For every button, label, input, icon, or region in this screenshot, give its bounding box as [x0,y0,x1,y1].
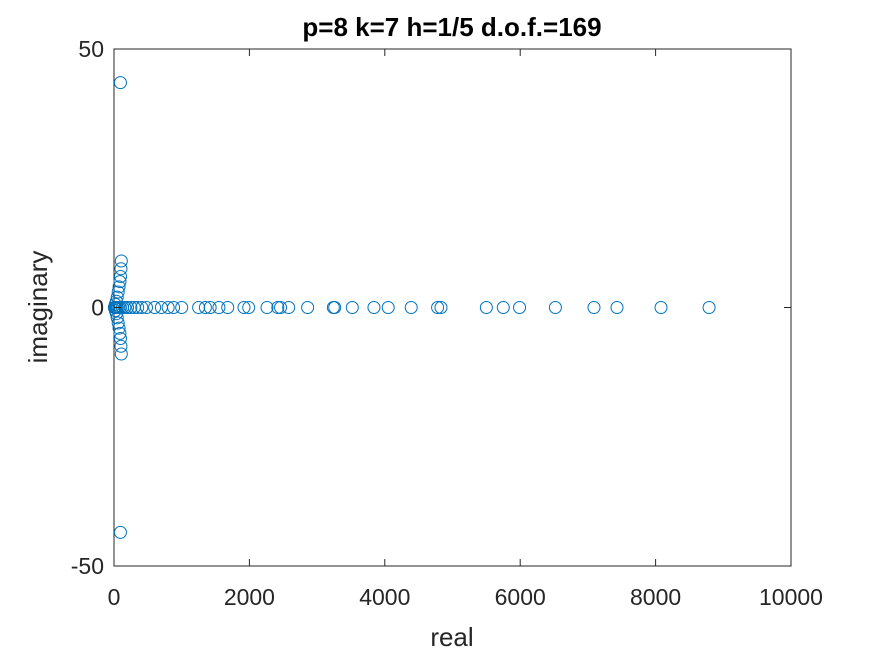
data-point [112,280,126,294]
data-point [110,311,124,325]
y-tick-label: 0 [91,295,104,321]
x-tick-label: 8000 [630,584,681,610]
plot-area [113,48,792,567]
data-point [260,301,274,314]
y-axis-label: imaginary [23,251,53,364]
x-axis-ticks: 0 2000 4000 6000 8000 10000 [108,49,823,610]
data-point [654,301,668,314]
data-point [121,301,135,314]
y-tick-label: 50 [78,36,104,62]
data-point [513,301,527,314]
data-point [198,301,212,314]
chart-title: p=8 k=7 h=1/5 d.o.f.=169 [302,12,601,42]
data-point [113,269,127,283]
data-point [139,301,153,314]
data-point [167,301,181,314]
data-point [282,301,296,314]
data-point [161,301,175,314]
data-point [135,301,149,314]
data-point [702,301,716,314]
data-point [112,321,126,335]
x-tick-label: 2000 [224,584,275,610]
x-tick-label: 10000 [759,584,823,610]
data-point [237,301,251,314]
x-axis-label: real [430,622,473,652]
data-point [212,301,226,314]
data-point [113,326,127,340]
data-point [113,275,127,289]
data-point [111,316,125,330]
data-point [587,301,601,314]
y-tick-label: -50 [71,553,104,579]
data-point [548,301,562,314]
data-point [610,301,624,314]
data-point [479,301,493,314]
data-point [203,301,217,314]
data-point [114,254,128,268]
data-point [381,301,395,314]
data-point [345,301,359,314]
x-tick-label: 4000 [359,584,410,610]
data-point [431,301,445,314]
data-point [131,301,145,314]
y-axis-ticks: 50 0 -50 [71,36,791,579]
data-point [175,301,189,314]
data-point [274,301,288,314]
data-point [221,301,235,314]
data-point [114,339,128,353]
data-point [404,301,418,314]
x-tick-label: 0 [108,584,121,610]
x-tick-label: 6000 [495,584,546,610]
data-point [124,301,138,314]
data-point [271,301,285,314]
data-point [114,347,128,361]
data-point [148,301,162,314]
data-point [113,332,127,346]
data-point [328,301,342,314]
data-point [301,301,315,314]
data-point [114,262,128,276]
data-point [113,76,127,90]
data-point [242,301,256,314]
data-point [111,285,125,299]
data-point [113,525,127,539]
data-point [434,301,448,314]
data-point [367,301,381,314]
data-point [496,301,510,314]
data-point [110,290,124,304]
